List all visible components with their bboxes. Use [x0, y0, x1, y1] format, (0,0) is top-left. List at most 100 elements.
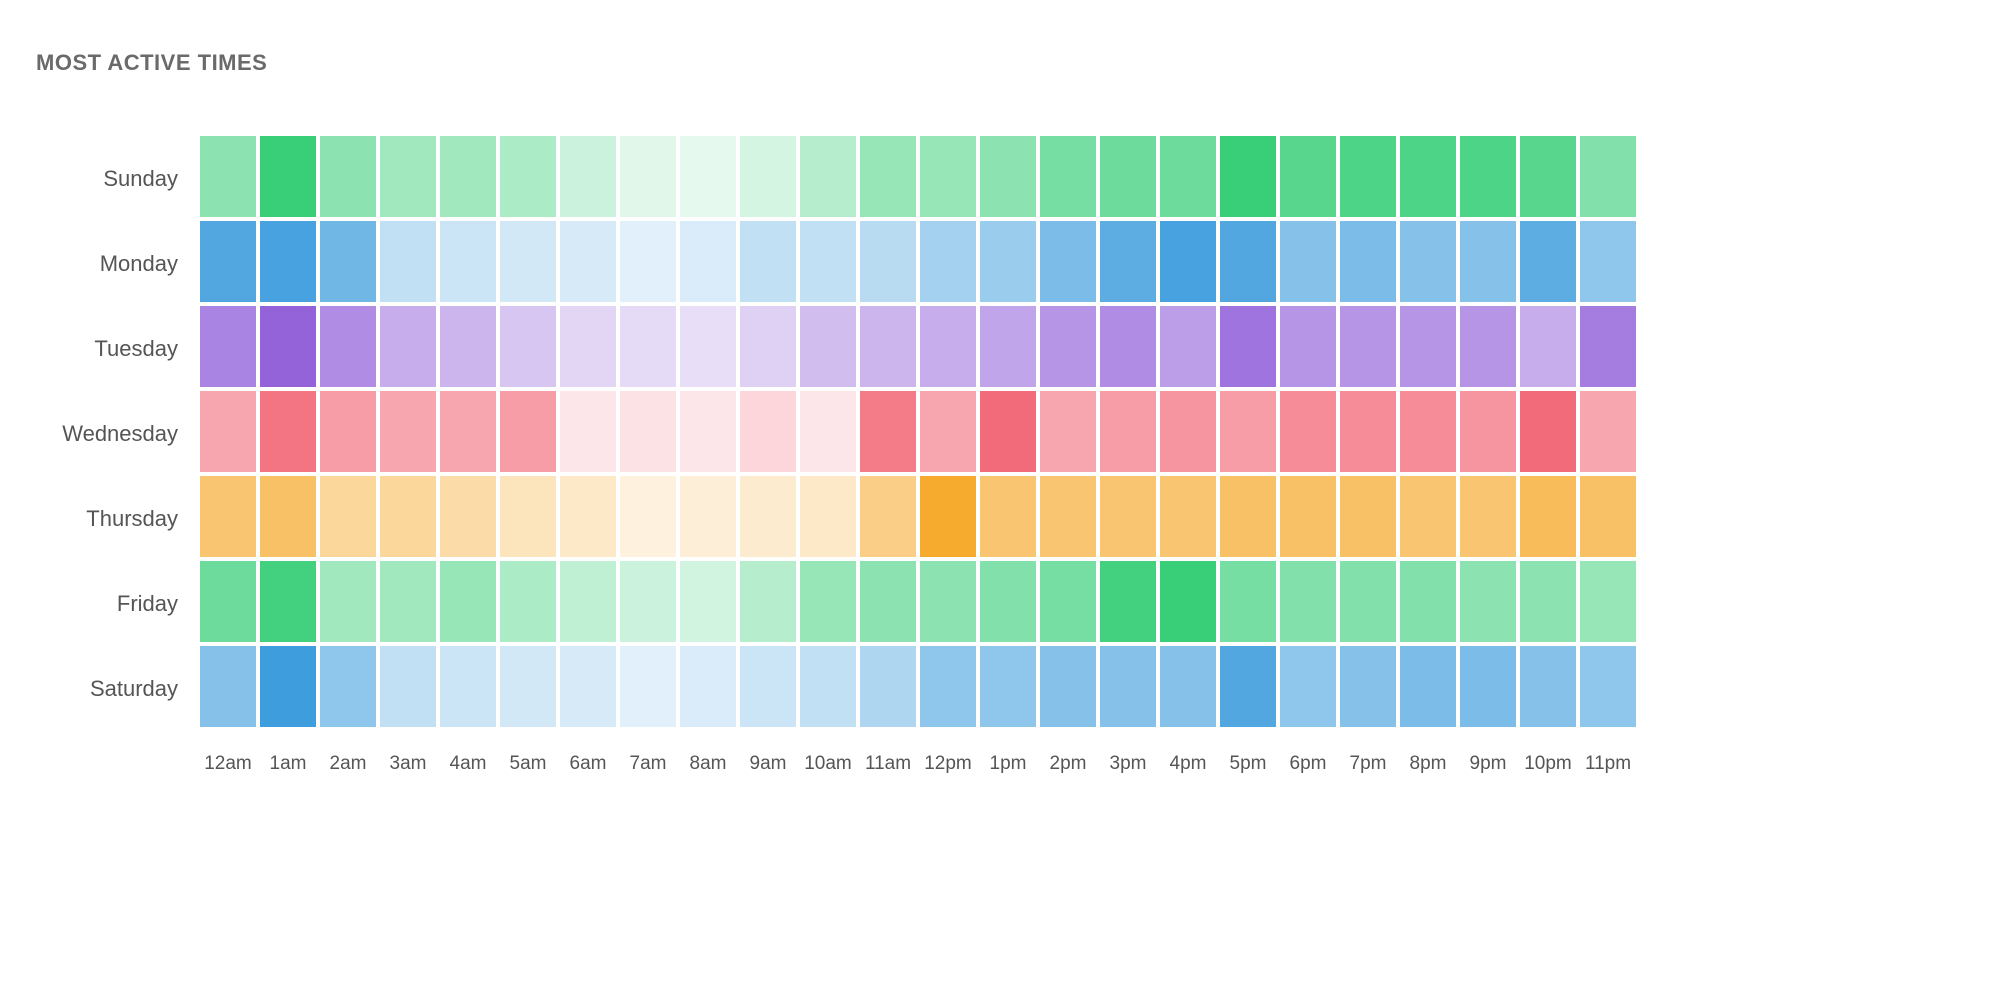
heatmap-cell[interactable] — [620, 136, 676, 217]
heatmap-cell[interactable] — [1100, 221, 1156, 302]
heatmap-cell[interactable] — [1220, 221, 1276, 302]
heatmap-cell[interactable] — [620, 476, 676, 557]
heatmap-cell[interactable] — [740, 221, 796, 302]
heatmap-cell[interactable] — [380, 561, 436, 642]
heatmap-cell[interactable] — [1580, 221, 1636, 302]
heatmap-cell[interactable] — [980, 391, 1036, 472]
heatmap-cell[interactable] — [320, 646, 376, 727]
heatmap-cell[interactable] — [380, 221, 436, 302]
heatmap-cell[interactable] — [1040, 306, 1096, 387]
heatmap-cell[interactable] — [1220, 136, 1276, 217]
heatmap-cell[interactable] — [200, 391, 256, 472]
heatmap-cell[interactable] — [1400, 561, 1456, 642]
heatmap-cell[interactable] — [740, 391, 796, 472]
heatmap-cell[interactable] — [980, 646, 1036, 727]
heatmap-cell[interactable] — [860, 391, 916, 472]
heatmap-cell[interactable] — [1520, 391, 1576, 472]
heatmap-cell[interactable] — [800, 561, 856, 642]
heatmap-cell[interactable] — [440, 476, 496, 557]
heatmap-cell[interactable] — [1580, 561, 1636, 642]
heatmap-cell[interactable] — [440, 136, 496, 217]
heatmap-cell[interactable] — [260, 136, 316, 217]
heatmap-cell[interactable] — [1220, 646, 1276, 727]
heatmap-cell[interactable] — [800, 136, 856, 217]
heatmap-cell[interactable] — [1400, 221, 1456, 302]
heatmap-cell[interactable] — [1400, 306, 1456, 387]
heatmap-cell[interactable] — [1100, 306, 1156, 387]
heatmap-cell[interactable] — [500, 391, 556, 472]
heatmap-cell[interactable] — [1520, 306, 1576, 387]
heatmap-cell[interactable] — [1160, 306, 1216, 387]
heatmap-cell[interactable] — [260, 646, 316, 727]
heatmap-cell[interactable] — [1160, 391, 1216, 472]
heatmap-cell[interactable] — [800, 221, 856, 302]
heatmap-cell[interactable] — [380, 476, 436, 557]
heatmap-cell[interactable] — [1460, 391, 1516, 472]
heatmap-cell[interactable] — [1220, 476, 1276, 557]
heatmap-cell[interactable] — [560, 391, 616, 472]
heatmap-cell[interactable] — [1100, 646, 1156, 727]
heatmap-cell[interactable] — [920, 221, 976, 302]
heatmap-cell[interactable] — [860, 136, 916, 217]
heatmap-cell[interactable] — [1580, 476, 1636, 557]
heatmap-cell[interactable] — [500, 306, 556, 387]
heatmap-cell[interactable] — [1460, 221, 1516, 302]
heatmap-cell[interactable] — [1280, 561, 1336, 642]
heatmap-cell[interactable] — [1340, 136, 1396, 217]
heatmap-cell[interactable] — [1340, 391, 1396, 472]
heatmap-cell[interactable] — [1520, 476, 1576, 557]
heatmap-cell[interactable] — [260, 561, 316, 642]
heatmap-cell[interactable] — [680, 391, 736, 472]
heatmap-cell[interactable] — [980, 561, 1036, 642]
heatmap-cell[interactable] — [980, 221, 1036, 302]
heatmap-cell[interactable] — [860, 561, 916, 642]
heatmap-cell[interactable] — [320, 476, 376, 557]
heatmap-cell[interactable] — [1280, 221, 1336, 302]
heatmap-cell[interactable] — [1160, 646, 1216, 727]
heatmap-cell[interactable] — [860, 646, 916, 727]
heatmap-cell[interactable] — [620, 391, 676, 472]
heatmap-cell[interactable] — [1460, 561, 1516, 642]
heatmap-cell[interactable] — [1160, 561, 1216, 642]
heatmap-cell[interactable] — [740, 561, 796, 642]
heatmap-cell[interactable] — [920, 646, 976, 727]
heatmap-cell[interactable] — [740, 646, 796, 727]
heatmap-cell[interactable] — [740, 476, 796, 557]
heatmap-cell[interactable] — [1460, 646, 1516, 727]
heatmap-cell[interactable] — [380, 306, 436, 387]
heatmap-cell[interactable] — [680, 221, 736, 302]
heatmap-cell[interactable] — [1280, 306, 1336, 387]
heatmap-cell[interactable] — [560, 136, 616, 217]
heatmap-cell[interactable] — [800, 476, 856, 557]
heatmap-cell[interactable] — [620, 561, 676, 642]
heatmap-cell[interactable] — [560, 476, 616, 557]
heatmap-cell[interactable] — [200, 646, 256, 727]
heatmap-cell[interactable] — [500, 561, 556, 642]
heatmap-cell[interactable] — [260, 306, 316, 387]
heatmap-cell[interactable] — [200, 221, 256, 302]
heatmap-cell[interactable] — [740, 136, 796, 217]
heatmap-cell[interactable] — [440, 306, 496, 387]
heatmap-cell[interactable] — [1280, 391, 1336, 472]
heatmap-cell[interactable] — [200, 476, 256, 557]
heatmap-cell[interactable] — [920, 476, 976, 557]
heatmap-cell[interactable] — [1400, 136, 1456, 217]
heatmap-cell[interactable] — [1580, 136, 1636, 217]
heatmap-cell[interactable] — [1460, 136, 1516, 217]
heatmap-cell[interactable] — [1580, 306, 1636, 387]
heatmap-cell[interactable] — [1220, 561, 1276, 642]
heatmap-cell[interactable] — [1460, 306, 1516, 387]
heatmap-cell[interactable] — [1280, 476, 1336, 557]
heatmap-cell[interactable] — [500, 646, 556, 727]
heatmap-cell[interactable] — [860, 476, 916, 557]
heatmap-cell[interactable] — [1040, 391, 1096, 472]
heatmap-cell[interactable] — [920, 391, 976, 472]
heatmap-cell[interactable] — [680, 476, 736, 557]
heatmap-cell[interactable] — [440, 391, 496, 472]
heatmap-cell[interactable] — [1100, 561, 1156, 642]
heatmap-cell[interactable] — [1160, 476, 1216, 557]
heatmap-cell[interactable] — [1100, 136, 1156, 217]
heatmap-cell[interactable] — [320, 136, 376, 217]
heatmap-cell[interactable] — [980, 136, 1036, 217]
heatmap-cell[interactable] — [1040, 136, 1096, 217]
